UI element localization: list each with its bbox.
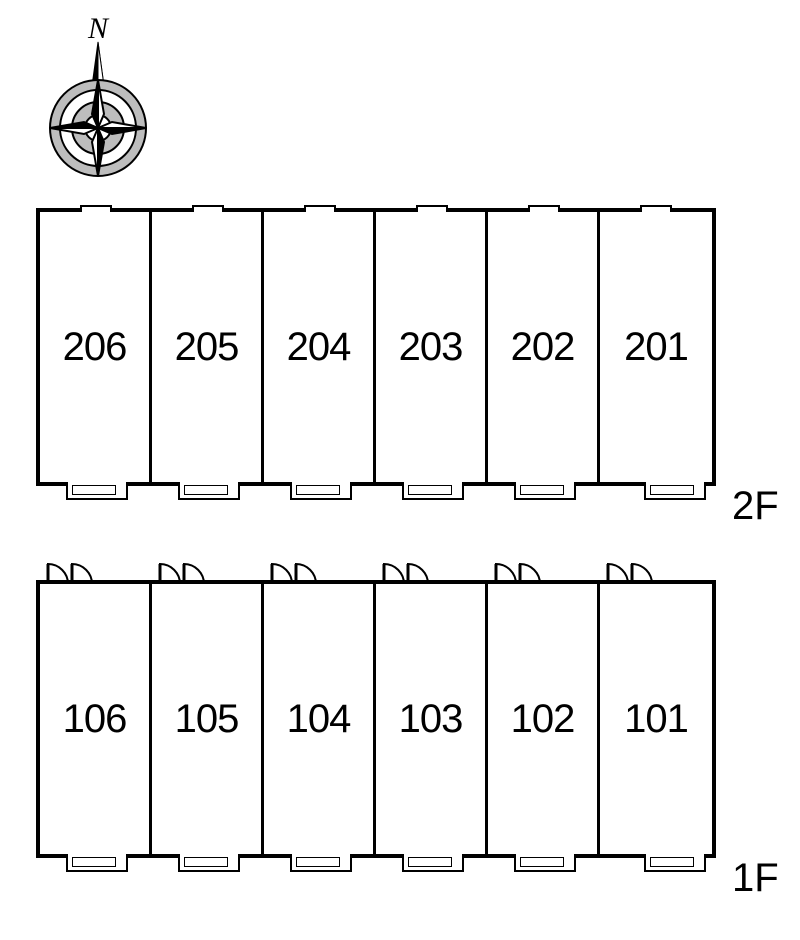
door-swing [494,560,542,584]
window-tab [640,205,672,212]
window-tab [528,205,560,212]
door-swing [46,560,94,584]
window-tab [192,205,224,212]
balcony [178,482,240,500]
door-swing [382,560,430,584]
balcony [514,854,576,872]
unit-label: 105 [175,697,239,742]
unit-101: 101 [600,584,712,854]
unit-201: 201 [600,212,712,482]
balcony [290,482,352,500]
window-tab [304,205,336,212]
unit-104: 104 [264,584,376,854]
compass-rose: N [28,8,168,203]
unit-label: 103 [399,697,463,742]
unit-106: 106 [40,584,152,854]
unit-label: 206 [63,325,127,370]
balcony [402,854,464,872]
unit-105: 105 [152,584,264,854]
balcony [644,854,706,872]
unit-203: 203 [376,212,488,482]
unit-202: 202 [488,212,600,482]
unit-label: 205 [175,325,239,370]
floor-2-block: 206 205 204 203 202 201 [36,208,716,486]
unit-label: 203 [399,325,463,370]
unit-205: 205 [152,212,264,482]
balcony [178,854,240,872]
balcony [514,482,576,500]
balcony [290,854,352,872]
unit-204: 204 [264,212,376,482]
balcony [66,482,128,500]
unit-label: 202 [511,325,575,370]
balcony [402,482,464,500]
window-tab [80,205,112,212]
unit-label: 102 [511,697,575,742]
unit-label: 201 [624,325,688,370]
unit-103: 103 [376,584,488,854]
balcony [66,854,128,872]
unit-label: 204 [287,325,351,370]
unit-label: 104 [287,697,351,742]
floor-2-label: 2F [732,484,779,529]
floor-1-block: 106 105 104 103 102 101 [36,580,716,858]
unit-label: 101 [624,697,688,742]
door-swing [270,560,318,584]
unit-102: 102 [488,584,600,854]
door-swing [606,560,654,584]
window-tab [416,205,448,212]
unit-label: 106 [63,697,127,742]
floor-1-label: 1F [732,856,779,901]
compass-n-label: N [87,12,110,45]
balcony [644,482,706,500]
door-swing [158,560,206,584]
unit-206: 206 [40,212,152,482]
